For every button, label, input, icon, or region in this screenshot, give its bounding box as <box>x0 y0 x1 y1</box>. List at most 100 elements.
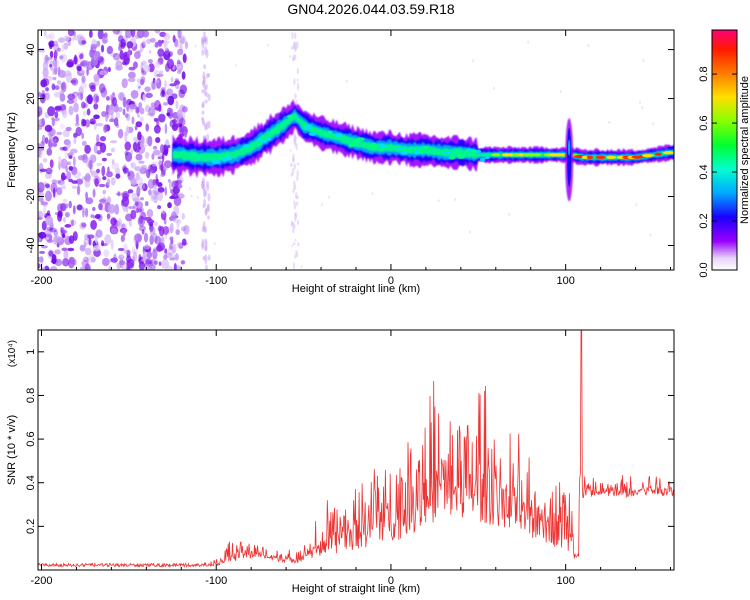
noise-blob <box>97 30 104 40</box>
noise-blob <box>131 116 135 125</box>
noise-blob <box>95 229 103 238</box>
noise-blob <box>73 171 82 179</box>
spectrogram-y-tick-label: -40 <box>25 238 37 254</box>
noise-blob <box>642 59 645 63</box>
noise-blob <box>42 157 48 163</box>
noise-blob <box>164 79 167 89</box>
noise-blob <box>153 70 161 78</box>
noise-blob <box>173 262 177 270</box>
noise-blob <box>46 226 53 231</box>
spectrogram-y-label: Frequency (Hz) <box>6 112 18 188</box>
noise-blob <box>454 197 457 201</box>
noise-blob <box>204 45 208 56</box>
noise-blob <box>38 146 42 157</box>
noise-blob <box>110 147 116 153</box>
noise-blob <box>113 117 119 127</box>
noise-blob <box>113 253 117 262</box>
noise-blob <box>45 215 53 226</box>
noise-blob <box>85 191 88 200</box>
noise-blob <box>96 40 101 47</box>
noise-blob <box>206 203 210 212</box>
noise-blob <box>206 73 210 79</box>
noise-blob <box>157 205 162 210</box>
noise-blob <box>204 240 208 246</box>
noise-blob <box>204 226 208 233</box>
noise-blob <box>171 93 178 100</box>
noise-blob <box>42 67 49 78</box>
noise-blob <box>125 30 132 39</box>
noise-blob <box>101 111 107 117</box>
noise-blob <box>142 250 148 260</box>
noise-blob <box>174 253 179 261</box>
noise-blob <box>74 122 80 127</box>
noise-blob <box>559 89 562 93</box>
spectrogram-y-tick-label: 40 <box>25 43 37 55</box>
noise-blob <box>92 188 96 198</box>
noise-blob <box>140 197 144 201</box>
ridge-spike-center <box>567 139 571 156</box>
noise-blob <box>46 148 53 156</box>
spectrogram-noise <box>38 30 655 270</box>
noise-blob <box>207 193 211 202</box>
noise-blob <box>204 99 208 104</box>
noise-blob <box>118 254 125 260</box>
noise-blob <box>291 168 295 175</box>
noise-blob <box>47 106 56 117</box>
noise-blob <box>471 59 474 63</box>
noise-blob <box>173 219 182 224</box>
snr-x-ticks: -200 -100 0 100 <box>30 330 672 587</box>
noise-blob <box>132 197 141 203</box>
ridge-hotspot <box>257 138 263 142</box>
noise-blob <box>66 61 74 68</box>
noise-blob <box>61 44 65 53</box>
noise-blob <box>136 81 141 93</box>
noise-blob <box>117 247 125 252</box>
noise-blob <box>80 266 89 270</box>
noise-blob <box>65 144 70 152</box>
noise-blob <box>167 144 171 149</box>
spectrogram-y-tick-label: -20 <box>25 189 37 205</box>
noise-blob <box>56 131 63 136</box>
noise-blob <box>150 169 155 175</box>
noise-blob <box>608 120 611 124</box>
ridge-hotspot <box>274 129 281 134</box>
noise-blob <box>295 201 299 206</box>
noise-blob <box>146 250 153 259</box>
noise-blob <box>98 83 106 94</box>
noise-blob <box>123 243 128 253</box>
noise-blob <box>207 215 211 220</box>
noise-blob <box>290 162 293 168</box>
noise-blob <box>151 161 159 167</box>
noise-blob <box>296 68 300 75</box>
noise-blob <box>49 50 54 58</box>
noise-blob <box>38 231 47 239</box>
noise-blob <box>163 217 167 225</box>
noise-blob <box>99 70 108 76</box>
noise-blob <box>41 220 47 231</box>
colorbar-ticks: 0.0 0.2 0.4 0.6 0.8 <box>698 66 737 278</box>
noise-blob <box>213 242 216 246</box>
noise-blob <box>51 254 57 265</box>
noise-blob <box>126 50 131 58</box>
noise-blob <box>124 141 132 151</box>
noise-blob <box>290 222 294 226</box>
noise-blob <box>111 227 118 234</box>
noise-blob <box>173 205 180 217</box>
noise-blob <box>38 182 45 193</box>
noise-blob <box>58 155 62 166</box>
noise-blob <box>83 241 87 248</box>
noise-blob <box>371 192 374 196</box>
noise-blob <box>180 37 185 45</box>
noise-blob <box>49 159 54 169</box>
noise-blob <box>65 126 72 132</box>
ridge-hotspot <box>266 137 272 141</box>
noise-blob <box>122 61 127 66</box>
noise-blob <box>72 35 81 41</box>
noise-blob <box>136 30 145 39</box>
ridge-hotspot <box>353 139 359 145</box>
noise-blob <box>57 37 66 43</box>
noise-blob <box>156 78 162 89</box>
noise-blob <box>99 197 108 205</box>
noise-blob <box>81 101 86 109</box>
noise-blob <box>84 144 91 154</box>
